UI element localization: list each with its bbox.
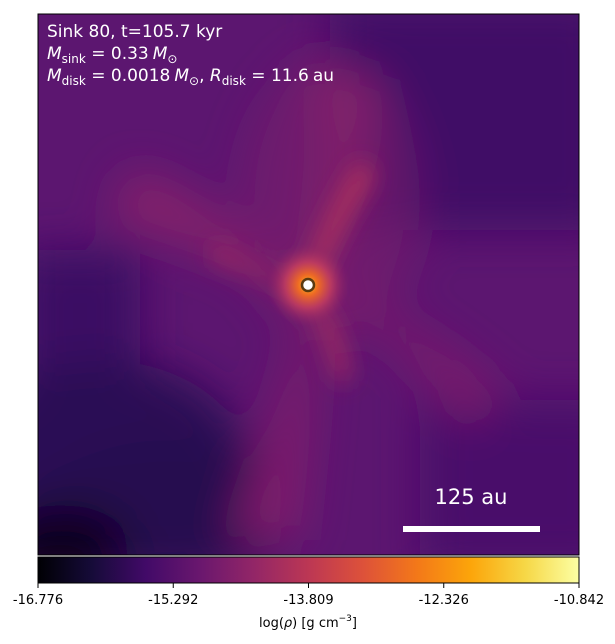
scale-bar (403, 526, 540, 532)
colorbar-tick-label: -10.842 (554, 593, 604, 608)
density-image (38, 14, 579, 555)
disk-line: Mdisk = 0.0018 M⊙, Rdisk = 11.6 au (47, 66, 334, 88)
colorbar-tick-label: -12.326 (419, 593, 469, 608)
image-frame (37, 13, 580, 556)
colorbar-tick-label: -15.292 (148, 593, 198, 608)
colorbar-ticks: -16.776 -15.292 -13.809 -12.326 -10.842 (13, 583, 604, 608)
colorbar (37, 556, 580, 584)
sink-mass-line: Msink = 0.33 M⊙ (47, 44, 177, 66)
colorbar-tick-label: -16.776 (13, 593, 63, 608)
sink-marker (300, 277, 316, 293)
title-line: Sink 80, t=105.7 kyr (47, 22, 222, 42)
scale-bar-label: 125 au (435, 485, 508, 509)
colorbar-label: log(ρ) [g cm−3] (259, 614, 357, 631)
colorbar-tick-label: -13.809 (283, 593, 333, 608)
